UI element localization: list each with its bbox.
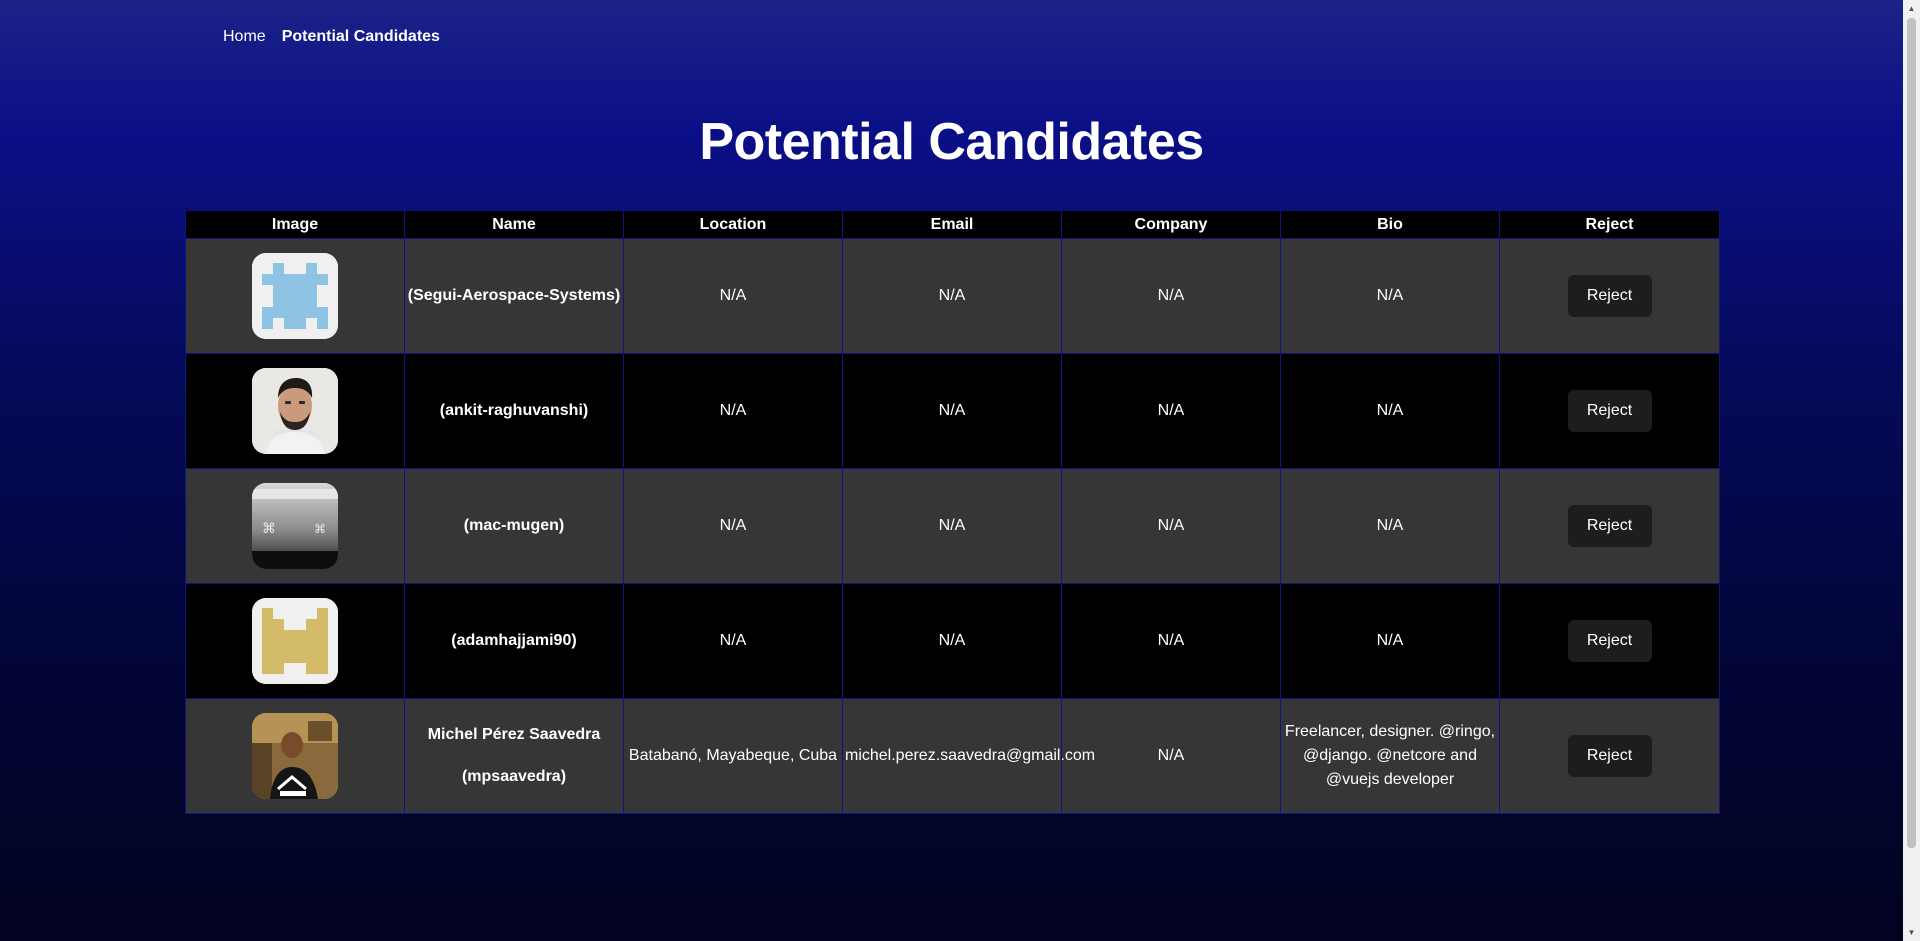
image-cell bbox=[185, 583, 405, 699]
reject-cell: Reject bbox=[1499, 698, 1720, 814]
email-cell: N/A bbox=[842, 468, 1062, 584]
reject-cell: Reject bbox=[1499, 353, 1720, 469]
scroll-up-arrow-icon[interactable]: ▲ bbox=[1907, 4, 1916, 13]
avatar-identicon-blue bbox=[252, 253, 338, 339]
table-row: ⌘ ⌘ (mac-mugen) N/A N/A N/A N/A Reject bbox=[185, 468, 1720, 584]
company-cell: N/A bbox=[1061, 353, 1281, 469]
column-header-name: Name bbox=[404, 210, 624, 239]
reject-button[interactable]: Reject bbox=[1567, 390, 1652, 432]
candidate-username: (mac-mugen) bbox=[463, 517, 565, 534]
scroll-down-arrow-icon[interactable]: ▼ bbox=[1907, 928, 1916, 937]
person-photo-icon bbox=[252, 368, 338, 454]
name-cell: Michel Pérez Saavedra (mpsaavedra) bbox=[404, 698, 624, 814]
candidate-username: (adamhajjami90) bbox=[451, 632, 577, 649]
breadcrumb: Home Potential Candidates bbox=[223, 28, 440, 46]
column-header-email: Email bbox=[842, 210, 1062, 239]
name-cell: (mac-mugen) bbox=[404, 468, 624, 584]
table-row: (ankit-raghuvanshi) N/A N/A N/A N/A Reje… bbox=[185, 353, 1720, 469]
column-header-bio: Bio bbox=[1280, 210, 1500, 239]
company-cell: N/A bbox=[1061, 583, 1281, 699]
avatar-photo-keyboard-key: ⌘ ⌘ bbox=[252, 483, 338, 569]
location-cell: N/A bbox=[623, 468, 843, 584]
company-cell: N/A bbox=[1061, 238, 1281, 354]
candidate-username: (Segui-Aerospace-Systems) bbox=[407, 287, 621, 304]
candidate-username: (mpsaavedra) bbox=[461, 768, 567, 785]
location-cell: Batabanó, Mayabeque, Cuba bbox=[623, 698, 843, 814]
reject-button[interactable]: Reject bbox=[1567, 620, 1652, 662]
bio-cell: Freelancer, designer. @ringo, @django. @… bbox=[1280, 698, 1500, 814]
company-cell: N/A bbox=[1061, 698, 1281, 814]
person-photo-icon bbox=[252, 713, 338, 799]
location-cell: N/A bbox=[623, 353, 843, 469]
identicon-blue-icon bbox=[252, 253, 338, 339]
reject-cell: Reject bbox=[1499, 238, 1720, 354]
reject-button[interactable]: Reject bbox=[1567, 275, 1652, 317]
avatar-photo-man-beard bbox=[252, 368, 338, 454]
svg-text:⌘: ⌘ bbox=[314, 522, 326, 536]
bio-cell: N/A bbox=[1280, 468, 1500, 584]
image-cell bbox=[185, 698, 405, 814]
reject-cell: Reject bbox=[1499, 583, 1720, 699]
location-cell: N/A bbox=[623, 238, 843, 354]
column-header-location: Location bbox=[623, 210, 843, 239]
bio-cell: N/A bbox=[1280, 583, 1500, 699]
candidates-table: Image Name Location Email Company Bio Re… bbox=[185, 210, 1720, 814]
candidate-username: (ankit-raghuvanshi) bbox=[439, 402, 589, 419]
location-cell: N/A bbox=[623, 583, 843, 699]
page-title: Potential Candidates bbox=[699, 113, 1204, 171]
nav-home-link[interactable]: Home bbox=[223, 28, 266, 45]
image-cell: ⌘ ⌘ bbox=[185, 468, 405, 584]
column-header-image: Image bbox=[185, 210, 405, 239]
table-header-row: Image Name Location Email Company Bio Re… bbox=[185, 210, 1720, 239]
avatar-identicon-gold bbox=[252, 598, 338, 684]
reject-cell: Reject bbox=[1499, 468, 1720, 584]
column-header-reject: Reject bbox=[1499, 210, 1720, 239]
svg-text:⌘: ⌘ bbox=[262, 521, 276, 537]
table-row: (Segui-Aerospace-Systems) N/A N/A N/A N/… bbox=[185, 238, 1720, 354]
keyboard-key-photo-icon: ⌘ ⌘ bbox=[252, 483, 338, 569]
name-cell: (adamhajjami90) bbox=[404, 583, 624, 699]
avatar-photo-man-shirt bbox=[252, 713, 338, 799]
email-cell: N/A bbox=[842, 238, 1062, 354]
vertical-scrollbar[interactable]: ▲ ▼ bbox=[1903, 0, 1920, 941]
candidate-name: Michel Pérez Saavedra bbox=[427, 726, 601, 743]
name-cell: (Segui-Aerospace-Systems) bbox=[404, 238, 624, 354]
table-row: Michel Pérez Saavedra (mpsaavedra) Batab… bbox=[185, 698, 1720, 814]
email-cell: michel.perez.saavedra@gmail.com bbox=[842, 698, 1095, 814]
column-header-company: Company bbox=[1061, 210, 1281, 239]
table-row: (adamhajjami90) N/A N/A N/A N/A Reject bbox=[185, 583, 1720, 699]
bio-cell: N/A bbox=[1280, 238, 1500, 354]
name-cell: (ankit-raghuvanshi) bbox=[404, 353, 624, 469]
reject-button[interactable]: Reject bbox=[1567, 735, 1652, 777]
identicon-gold-icon bbox=[252, 598, 338, 684]
nav-potential-candidates-link[interactable]: Potential Candidates bbox=[281, 28, 440, 45]
email-cell: N/A bbox=[842, 583, 1062, 699]
image-cell bbox=[185, 238, 405, 354]
name-spacer bbox=[407, 747, 621, 765]
reject-button[interactable]: Reject bbox=[1567, 505, 1652, 547]
image-cell bbox=[185, 353, 405, 469]
scrollbar-thumb[interactable] bbox=[1907, 18, 1916, 848]
company-cell: N/A bbox=[1061, 468, 1281, 584]
email-cell: N/A bbox=[842, 353, 1062, 469]
bio-cell: N/A bbox=[1280, 353, 1500, 469]
